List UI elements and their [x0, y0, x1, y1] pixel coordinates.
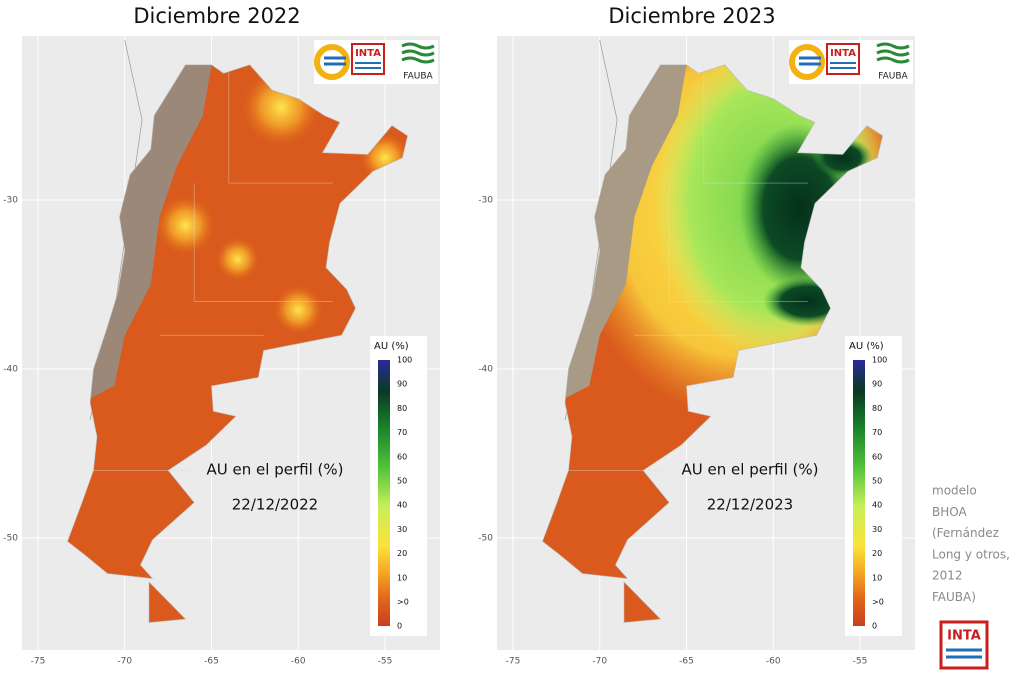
legend-tick: 0 — [397, 622, 402, 631]
date: 22/12/2022 — [232, 496, 318, 514]
outline — [67, 64, 408, 623]
caption: AU en el perfil (%) — [682, 461, 819, 479]
moisture-area — [215, 237, 260, 282]
legend-tick: 60 — [397, 452, 407, 461]
legend-tick: 60 — [872, 452, 882, 461]
logo-icon — [324, 56, 346, 66]
y-axis-label: -50 — [478, 534, 493, 544]
legend-tick: 90 — [397, 380, 407, 389]
legend-tick: 100 — [397, 356, 412, 365]
y-axis-label: -50 — [3, 534, 18, 544]
x-axis-label: -60 — [766, 657, 781, 667]
source-note: FAUBA) — [932, 590, 976, 604]
legend-tick: >0 — [872, 598, 884, 607]
x-axis-label: -55 — [378, 657, 393, 667]
legend-tick: 30 — [872, 525, 882, 534]
date: 22/12/2023 — [707, 496, 793, 514]
legend-tick: 50 — [397, 477, 407, 486]
legend-title: AU (%) — [374, 341, 409, 352]
legend-title: AU (%) — [849, 341, 884, 352]
legend-tick: 40 — [872, 501, 882, 510]
source-note: 2012 — [932, 569, 963, 583]
logo-icon — [799, 56, 821, 66]
x-axis-label: -70 — [117, 657, 132, 667]
source-note: modelo — [932, 484, 977, 498]
andes — [556, 64, 687, 403]
legend-tick: 100 — [872, 356, 887, 365]
source-note: (Fernández — [932, 526, 999, 540]
legend-tick: 40 — [397, 501, 407, 510]
source-note: BHOA — [932, 505, 967, 519]
x-axis-label: -65 — [679, 657, 694, 667]
legend-tick: >0 — [397, 598, 409, 607]
y-axis-label: -40 — [3, 365, 18, 375]
inta-logo-text: INTA — [830, 48, 856, 59]
footer-waves — [946, 648, 982, 659]
legend-tick: 90 — [872, 380, 882, 389]
fauba-waves — [876, 42, 910, 64]
andes — [81, 64, 212, 403]
outline — [542, 64, 883, 623]
legend-tick: 10 — [397, 573, 407, 582]
legend-tick: 20 — [872, 549, 882, 558]
logo-icon — [314, 44, 350, 80]
panel-title: Diciembre 2023 — [608, 4, 775, 28]
x-axis-label: -75 — [506, 657, 521, 667]
moisture-area — [273, 284, 324, 335]
legend-tick: 80 — [872, 404, 882, 413]
moisture-area — [155, 195, 216, 256]
source-note: Long y otros, — [932, 547, 1010, 561]
x-axis-label: -70 — [592, 657, 607, 667]
footer-logo — [939, 620, 989, 670]
y-axis-label: -40 — [478, 365, 493, 375]
fauba-waves — [401, 42, 435, 64]
inta-waves — [830, 62, 856, 69]
x-axis-label: -60 — [291, 657, 306, 667]
legend-tick: 10 — [872, 573, 882, 582]
color-scale — [378, 360, 390, 626]
legend-tick: 70 — [397, 428, 407, 437]
logo-icon — [789, 44, 825, 80]
legend-tick: 30 — [397, 525, 407, 534]
fauba-logo-text: FAUBA — [403, 72, 433, 82]
legend-tick: 80 — [397, 404, 407, 413]
y-axis-label: -30 — [478, 196, 493, 206]
legend-tick: 20 — [397, 549, 407, 558]
map-panel — [497, 36, 915, 650]
inta-logo-text: INTA — [355, 48, 381, 59]
province-border — [565, 64, 808, 471]
x-axis-label: -55 — [853, 657, 868, 667]
color-scale — [853, 360, 865, 626]
x-axis-label: -75 — [31, 657, 46, 667]
province-border — [90, 64, 333, 471]
fauba-logo-text: FAUBA — [878, 72, 908, 82]
content: Diciembre 2022 -75 -70 -65 -60 -55 -30 -40 -50 IN… — [3, 4, 1010, 670]
map-panel — [22, 36, 440, 650]
footer-logo-text: INTA — [947, 629, 981, 644]
inta-waves — [355, 62, 381, 69]
x-axis-label: -65 — [204, 657, 219, 667]
panel-title: Diciembre 2022 — [133, 4, 300, 28]
y-axis-label: -30 — [3, 196, 18, 206]
legend-tick: 50 — [872, 477, 882, 486]
caption: AU en el perfil (%) — [207, 461, 344, 479]
legend-tick: 0 — [872, 622, 877, 631]
legend-tick: 70 — [872, 428, 882, 437]
